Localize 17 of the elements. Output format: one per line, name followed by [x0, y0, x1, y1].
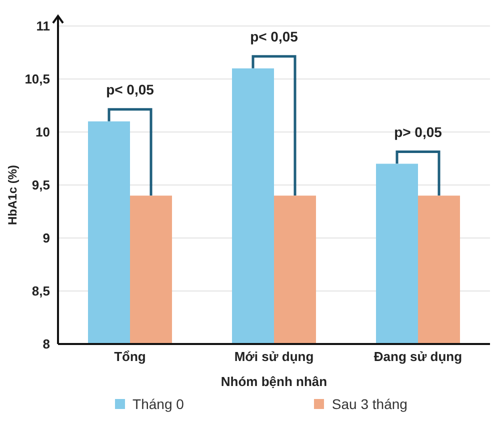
- annotation: p< 0,05: [106, 81, 154, 98]
- y-tick-label: 11: [36, 18, 50, 34]
- y-axis-title: HbA1c (%): [5, 164, 20, 225]
- y-tick-label: 9,5: [32, 178, 50, 193]
- x-tick-label: Tổng: [114, 349, 146, 364]
- y-tick-label: 10,5: [24, 72, 50, 87]
- x-tick-label: Đang sử dụng: [374, 349, 462, 364]
- y-tick-label: 10: [36, 124, 50, 140]
- y-tick-label: 8,5: [32, 284, 50, 299]
- x-tick-label: Mới sử dụng: [234, 349, 314, 364]
- legend-label: Tháng 0: [132, 396, 184, 412]
- annotation: p> 0,05: [394, 124, 442, 140]
- x-axis-title: Nhóm bệnh nhân: [220, 374, 328, 389]
- y-tick-label: 9: [42, 230, 50, 246]
- y-tick-label: 8: [42, 336, 50, 352]
- legend-label: Sau 3 tháng: [330, 396, 408, 412]
- annotation: p< 0,05: [250, 28, 298, 44]
